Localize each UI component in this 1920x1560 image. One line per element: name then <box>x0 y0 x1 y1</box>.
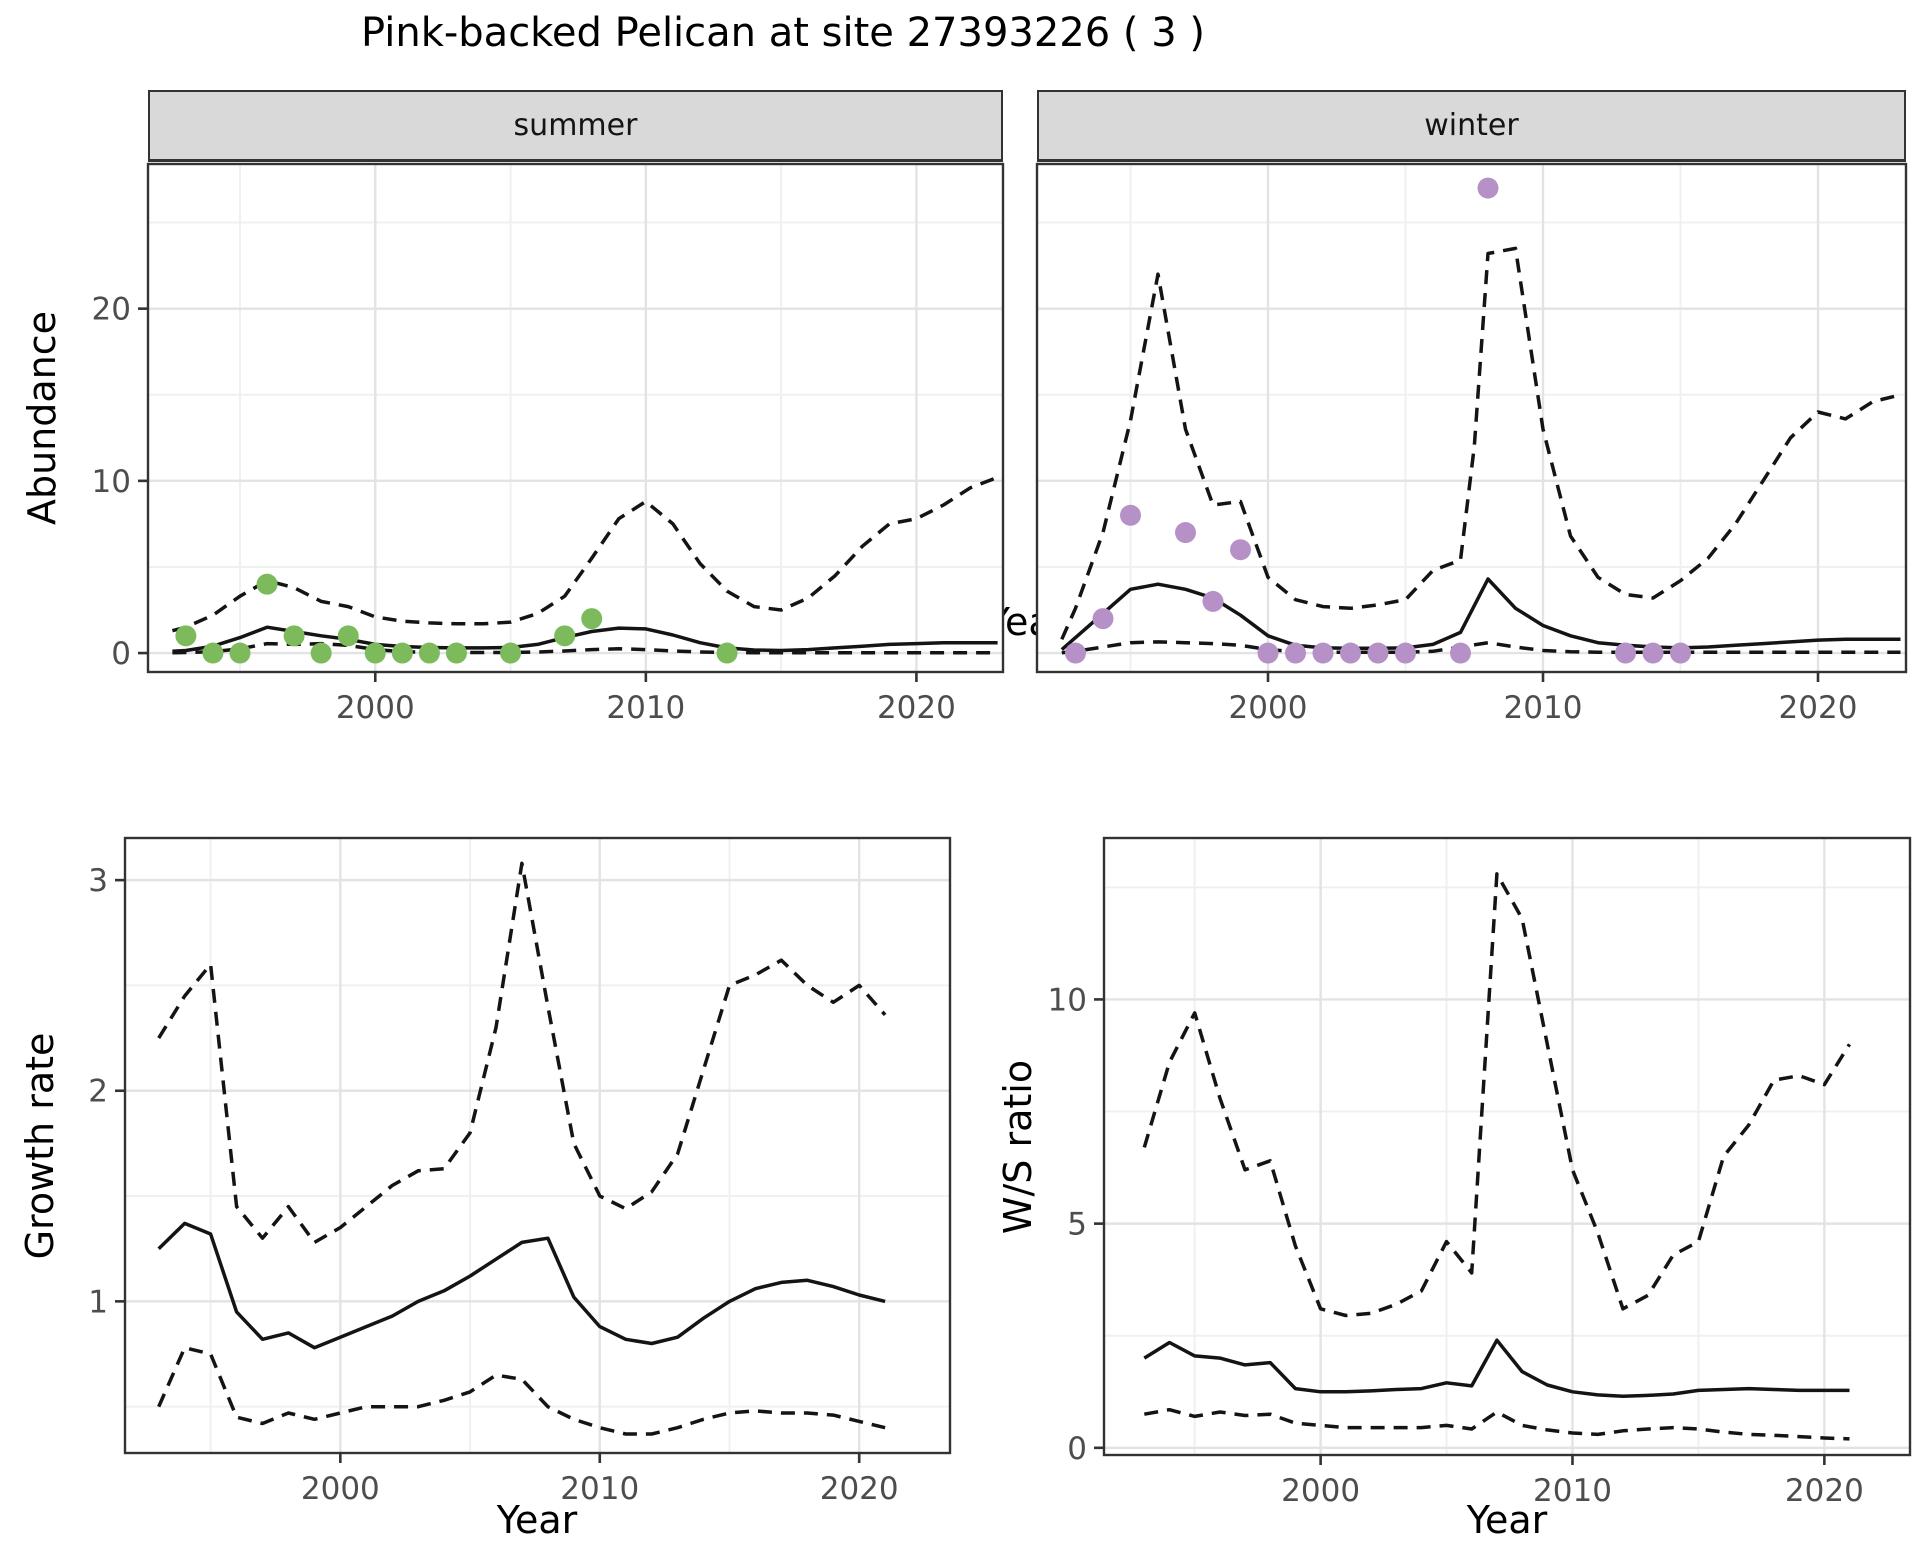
y-tick-label: 3 <box>88 863 108 899</box>
data-point <box>1065 642 1086 664</box>
y-tick-label: 5 <box>1067 1207 1087 1243</box>
panel-abundance-summer: 2000 2010 2020 0 10 20 <box>92 162 1005 726</box>
data-point <box>1202 590 1224 612</box>
data-point <box>229 642 251 664</box>
series-upper_95ci <box>157 861 887 1245</box>
figure-title: Pink-backed Pelican at site 27393226 ( 3… <box>360 10 1206 56</box>
data-point <box>1367 642 1389 664</box>
data-point <box>337 625 359 647</box>
data-point <box>418 642 440 664</box>
data-point <box>581 608 603 630</box>
data-point <box>1175 522 1196 544</box>
data-point <box>716 642 738 664</box>
x-axis-title-year-ws: Year <box>1466 1498 1548 1542</box>
data-point <box>1312 642 1334 664</box>
facet-strip-summer-label: summer <box>513 108 638 143</box>
data-point <box>1340 642 1361 664</box>
x-tick-label: 2000 <box>301 1471 380 1507</box>
x-tick-label: 2020 <box>877 690 956 726</box>
x-tick-label: 2020 <box>820 1471 899 1507</box>
data-point <box>445 642 467 664</box>
data-point <box>1670 642 1691 664</box>
data-point <box>1642 642 1664 664</box>
data-point <box>175 625 197 647</box>
y-tick-label: 20 <box>92 292 131 328</box>
series-upper_95ci <box>1060 246 1901 641</box>
x-tick-label: 2020 <box>1785 1473 1864 1509</box>
data-point <box>391 642 413 664</box>
data-point <box>256 573 278 595</box>
y-tick-label: 2 <box>88 1074 108 1110</box>
x-tick-label: 2010 <box>1504 690 1583 726</box>
x-tick-label: 2000 <box>336 690 415 726</box>
data-point <box>202 642 224 664</box>
series-median <box>1143 1338 1850 1399</box>
data-point <box>1450 642 1471 664</box>
x-tick-label: 2010 <box>560 1471 639 1507</box>
x-tick-label: 2010 <box>606 690 685 726</box>
data-point <box>1615 642 1636 664</box>
facet-strip-summer: summer <box>148 90 1003 162</box>
data-point <box>500 642 522 664</box>
data-point <box>1230 539 1251 561</box>
data-point <box>283 625 305 647</box>
panel-border <box>1035 162 1908 674</box>
y-tick-label: 1 <box>88 1284 108 1320</box>
series-upper_95ci <box>171 475 999 633</box>
series-lower_95ci <box>157 1345 886 1436</box>
y-tick-label: 0 <box>111 636 131 672</box>
data-point <box>1477 177 1499 199</box>
series-median <box>1060 577 1901 651</box>
panel-border <box>1102 836 1912 1457</box>
panel-border <box>146 162 1005 674</box>
y-tick-label: 10 <box>92 464 131 500</box>
data-point <box>310 642 332 664</box>
data-point <box>364 642 386 664</box>
facet-strip-winter-label: winter <box>1424 108 1519 143</box>
series-lower_95ci <box>1143 1407 1850 1441</box>
data-point <box>554 625 576 647</box>
panel-ws-ratio: 2000 2010 2020 0 5 10 <box>1048 836 1912 1509</box>
x-tick-label: 2010 <box>1533 1473 1612 1509</box>
y-tick-label: 10 <box>1048 982 1087 1018</box>
data-point <box>1395 642 1416 664</box>
x-tick-label: 2000 <box>1229 690 1308 726</box>
facet-strip-winter: winter <box>1037 90 1906 162</box>
panel-abundance-winter: 2000 2010 2020 <box>1035 162 1908 726</box>
x-tick-label: 2020 <box>1779 690 1858 726</box>
data-point <box>1092 608 1114 630</box>
data-point <box>1257 642 1279 664</box>
y-tick-label: 0 <box>1067 1431 1087 1467</box>
x-axis-title-year-growth: Year <box>496 1498 578 1542</box>
data-point <box>1120 504 1141 526</box>
data-point <box>1285 642 1306 664</box>
series-median <box>157 1221 886 1350</box>
panel-border <box>123 836 952 1455</box>
series-lower_95ci <box>1061 640 1901 655</box>
series-upper_95ci <box>1142 872 1851 1318</box>
panel-growth-rate: 2000 2010 2020 1 2 3 <box>88 836 952 1507</box>
x-tick-label: 2000 <box>1281 1473 1360 1509</box>
